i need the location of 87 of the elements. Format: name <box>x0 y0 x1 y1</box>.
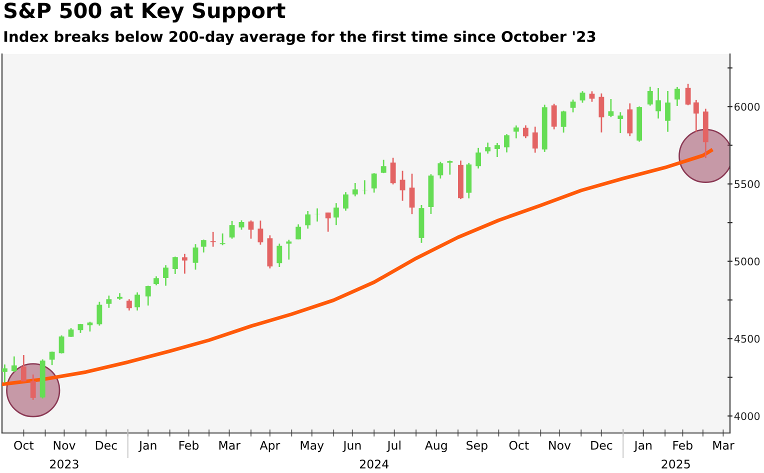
y-tick-label: 5500 <box>734 180 760 188</box>
candlestick <box>570 98 576 114</box>
candlestick <box>163 264 168 286</box>
x-tick-label: Mar <box>219 441 240 450</box>
x-tick-label: May <box>300 441 324 452</box>
x2-tick-label: 2025 <box>662 460 690 469</box>
candlestick <box>476 147 482 170</box>
candlestick <box>20 354 26 382</box>
candlestick <box>352 182 358 198</box>
candlestick <box>656 87 661 120</box>
candlestick <box>390 157 396 186</box>
candlestick <box>665 90 670 133</box>
candlestick <box>210 231 216 248</box>
y-tick-label: 5000 <box>734 258 760 266</box>
candlestick <box>325 212 331 232</box>
candlestick <box>134 292 140 312</box>
candlestick <box>145 285 151 306</box>
chart-subtitle: Index breaks below 200-day average for the first time since October '23 <box>4 30 596 45</box>
candlestick <box>126 298 132 312</box>
candlestick <box>49 350 55 366</box>
candlestick <box>342 191 348 212</box>
y-tick-label: 6000 <box>734 102 760 111</box>
candlestick <box>693 99 699 133</box>
candlestick <box>248 220 254 240</box>
x-tick-label: Jul <box>386 440 400 452</box>
candlestick <box>674 86 680 107</box>
candlestick <box>532 126 538 154</box>
candlestick <box>305 210 311 230</box>
x-tick-label: Jun <box>342 441 361 452</box>
candlestick <box>238 220 244 230</box>
candlestick <box>334 202 339 226</box>
candlestick <box>276 242 282 268</box>
candlestick <box>494 142 500 158</box>
candlestick <box>229 220 235 240</box>
candlestick <box>30 374 36 401</box>
candlestick <box>58 334 64 354</box>
candlestick <box>580 90 586 104</box>
x-tick-label: Mar <box>713 441 734 450</box>
x2-tick-label: 2024 <box>360 460 388 469</box>
candlestick <box>11 356 17 373</box>
candlestick <box>608 98 614 118</box>
x-tick-label: Jan <box>138 441 156 452</box>
x-tick-label: Feb <box>673 440 692 450</box>
candlestick <box>258 220 264 246</box>
candlestick <box>220 232 226 246</box>
candlestick <box>618 111 624 134</box>
candlestick <box>409 173 415 215</box>
x-tick-label: Dec <box>591 441 612 450</box>
candlestick <box>522 124 528 139</box>
candlestick <box>286 239 292 260</box>
candlestick <box>182 253 188 274</box>
y-tick-label: 4500 <box>734 334 760 343</box>
candlestick <box>485 142 490 154</box>
x-tick-label: Jan <box>634 441 652 452</box>
candlestick <box>504 133 510 154</box>
candlestick <box>96 301 102 326</box>
x-tick-label: Aug <box>424 441 447 452</box>
x-tick-label: Oct <box>14 440 34 450</box>
candlestick <box>400 170 406 202</box>
candlestick <box>438 161 444 180</box>
candlestick <box>200 238 206 254</box>
chart-title: S&P 500 at Key Support <box>4 2 286 23</box>
candlestick <box>647 86 653 106</box>
x-tick-label: Apr <box>260 441 280 452</box>
line-series <box>2 148 713 386</box>
x-tick-label: Dec <box>96 441 117 450</box>
y-tick-label: 4000 <box>734 412 760 420</box>
candlestick <box>87 321 93 332</box>
candlestick <box>2 364 8 384</box>
x-tick-label: Feb <box>179 440 199 450</box>
x2-tick-label: 2023 <box>50 460 78 469</box>
candlestick <box>172 256 178 275</box>
candlestick <box>380 159 386 174</box>
candlestick <box>627 102 633 137</box>
x-tick-label: Nov <box>549 441 571 450</box>
candlestick <box>192 243 198 270</box>
candlestick <box>296 224 302 240</box>
candlestick <box>371 172 377 194</box>
candlestick <box>513 124 519 140</box>
candlestick <box>551 103 557 130</box>
x-tick-label: Nov <box>54 441 76 450</box>
candlestick <box>598 92 604 134</box>
candlestick <box>106 294 112 309</box>
candlestick <box>560 110 566 134</box>
candlestick <box>685 83 691 106</box>
x-tick-label: Sep <box>466 440 488 452</box>
x-tick-label: Oct <box>509 440 529 450</box>
